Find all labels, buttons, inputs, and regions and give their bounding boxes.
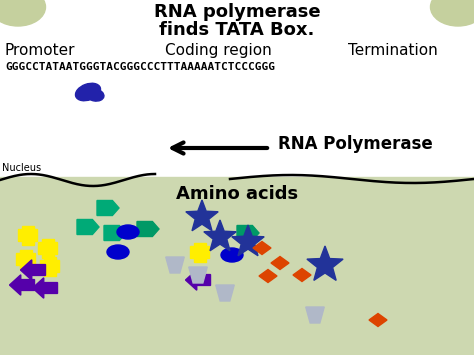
Polygon shape [77,219,99,235]
Polygon shape [97,201,119,215]
Polygon shape [104,225,126,240]
Polygon shape [189,267,207,283]
Polygon shape [18,225,37,245]
Bar [0,177,474,355]
Ellipse shape [0,0,46,26]
Polygon shape [307,246,343,280]
Polygon shape [306,307,324,323]
Polygon shape [232,225,264,256]
Polygon shape [271,257,289,269]
Polygon shape [259,269,277,283]
Polygon shape [33,278,57,298]
Ellipse shape [86,89,104,101]
Polygon shape [40,257,60,275]
Ellipse shape [430,0,474,26]
Text: RNA Polymerase: RNA Polymerase [278,135,433,153]
Polygon shape [38,239,57,257]
Ellipse shape [117,225,139,239]
Polygon shape [186,200,218,231]
Polygon shape [293,268,311,282]
Ellipse shape [107,245,129,259]
Polygon shape [17,250,36,268]
Polygon shape [185,270,210,290]
Text: Promoter: Promoter [5,43,75,58]
Polygon shape [253,241,271,255]
Polygon shape [20,260,46,280]
Polygon shape [369,313,387,327]
Text: RNA polymerase: RNA polymerase [154,3,320,21]
Text: finds TATA Box.: finds TATA Box. [159,21,315,39]
Ellipse shape [75,83,100,101]
Polygon shape [166,257,184,273]
Text: Coding region: Coding region [165,43,272,58]
Polygon shape [204,220,236,251]
Polygon shape [216,285,234,301]
Ellipse shape [221,248,243,262]
Polygon shape [237,225,259,240]
Text: GGGCCTATAATGGGTACGGGCCCTTTAAAAATCTCCCGGG: GGGCCTATAATGGGTACGGGCCCTTTAAAAATCTCCCGGG [5,62,275,72]
Polygon shape [191,242,210,262]
Polygon shape [9,275,35,295]
Polygon shape [137,222,159,236]
Text: Amino acids: Amino acids [176,185,298,203]
Text: Nucleus: Nucleus [2,163,41,173]
Text: Termination: Termination [348,43,438,58]
